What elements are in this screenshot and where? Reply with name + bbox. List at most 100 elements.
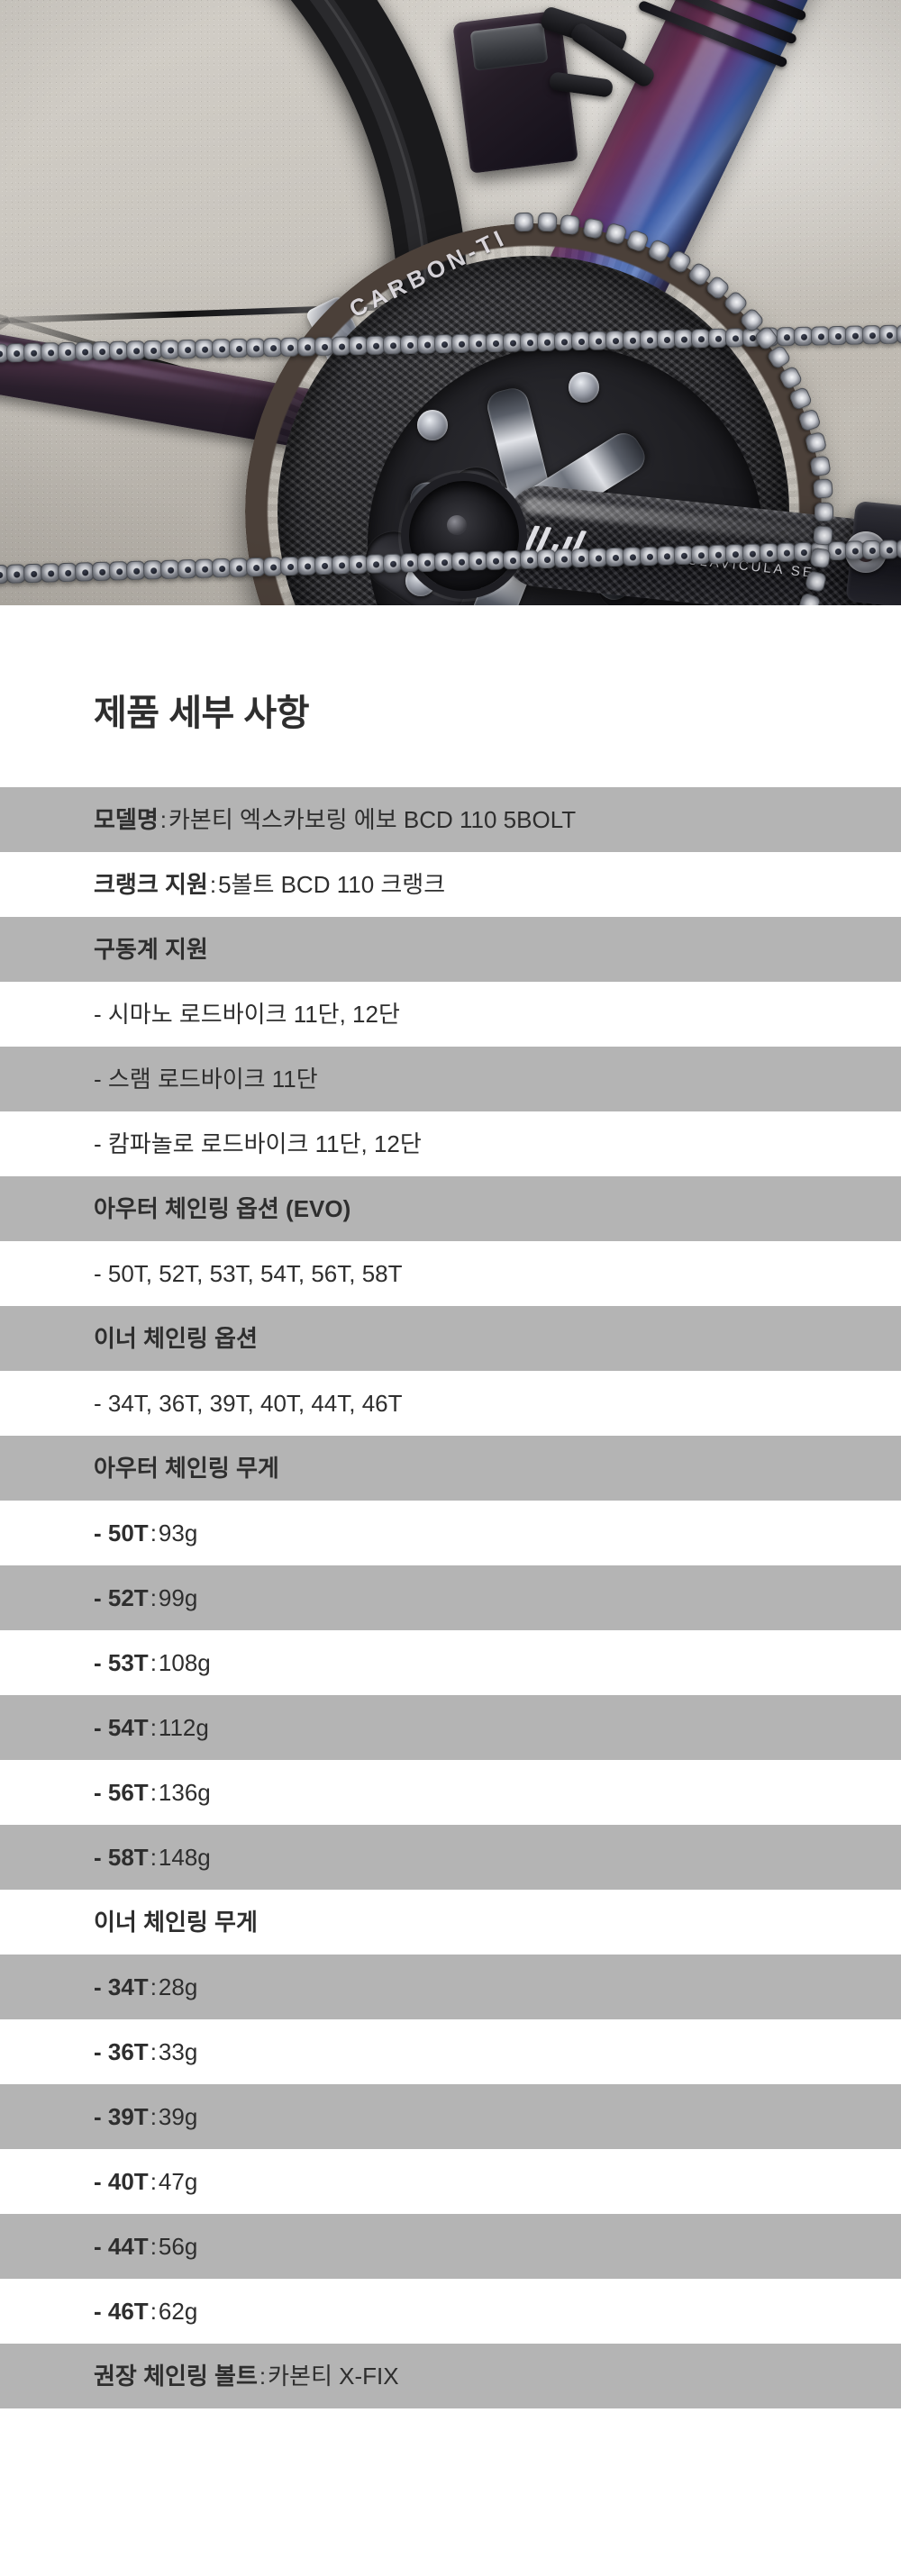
chain-link <box>673 328 694 349</box>
chain-link <box>605 330 625 349</box>
chain-link <box>514 212 534 232</box>
spec-row: - 스램 로드바이크 11단 <box>0 1047 901 1111</box>
spec-row-separator: : <box>150 1714 157 1741</box>
spec-group-heading: 이너 체인링 무게 <box>94 1909 258 1936</box>
chain-link <box>485 332 505 352</box>
spec-row-value: 148g <box>158 1844 211 1871</box>
spec-row: - 44T : 56g <box>0 2214 901 2279</box>
chain-link <box>813 525 833 546</box>
chain-link <box>228 338 249 358</box>
spec-row: 아우터 체인링 무게 <box>0 1436 901 1501</box>
spec-row: 모델명 : 카본티 엑스카보링 에보 BCD 110 5BOLT <box>0 787 901 852</box>
chain-link <box>331 335 351 356</box>
spec-group-heading: 아우터 체인링 옵션 (EVO) <box>94 1195 351 1222</box>
chain-link <box>40 341 60 362</box>
chain-link <box>5 342 26 362</box>
spec-row-separator: : <box>150 2233 157 2260</box>
spec-row-separator: : <box>150 1844 157 1871</box>
chain-link <box>815 503 833 522</box>
chain-link <box>553 331 574 351</box>
chain-link <box>793 326 814 346</box>
spec-row: - 34T, 36T, 39T, 40T, 44T, 46T <box>0 1371 901 1436</box>
chain-link <box>348 335 369 355</box>
chain-link <box>365 335 386 355</box>
spec-list-item: - 캄파놀로 로드바이크 11단, 12단 <box>94 1130 422 1157</box>
spec-row: - 36T : 33g <box>0 2019 901 2084</box>
spec-row-separator: : <box>150 2038 157 2065</box>
spec-row-value: 33g <box>158 2038 198 2065</box>
spec-group-heading: 이너 체인링 옵션 <box>94 1325 258 1352</box>
spec-row: 구동계 지원 <box>0 917 901 982</box>
spec-row: - 56T : 136g <box>0 1760 901 1825</box>
spec-row-value: 56g <box>158 2233 198 2260</box>
chain-link <box>896 323 901 344</box>
chain-link <box>896 539 901 558</box>
chain-link <box>878 324 899 344</box>
chain-link <box>810 325 831 346</box>
chainring-bolt-icon <box>569 371 600 403</box>
spec-row-key: - 34T <box>94 1973 149 2000</box>
chain-link <box>211 338 232 358</box>
spec-row-value: 5볼트 BCD 110 크랭크 <box>218 871 446 898</box>
spec-row: 아우터 체인링 옵션 (EVO) <box>0 1176 901 1241</box>
spec-row-key: 크랭크 지원 <box>94 871 208 898</box>
spec-row-separator: : <box>150 1649 157 1676</box>
chain-link <box>57 341 77 361</box>
spec-row-separator: : <box>150 1779 157 1806</box>
chain-link <box>724 327 745 348</box>
spec-row-separator: : <box>150 2298 157 2325</box>
spec-group-heading: 구동계 지원 <box>94 936 208 963</box>
chain-link <box>813 478 833 499</box>
chain-link <box>382 334 403 355</box>
spec-group-heading: 아우터 체인링 무게 <box>94 1455 279 1482</box>
chain-link <box>125 340 146 360</box>
spec-row: - 58T : 148g <box>0 1825 901 1890</box>
spec-row-key: - 58T <box>94 1844 149 1871</box>
spec-row: 이너 체인링 옵션 <box>0 1306 901 1371</box>
bottom-bracket-spindle <box>409 481 519 591</box>
spec-row-separator: : <box>159 806 167 833</box>
spec-row-value: 112g <box>158 1714 209 1741</box>
spec-row-value: 108g <box>158 1649 211 1676</box>
chain-link <box>416 333 437 354</box>
chain-link <box>296 336 317 357</box>
chain-link <box>159 339 180 359</box>
spec-row-key: - 40T <box>94 2168 149 2195</box>
chain-link <box>861 324 882 344</box>
spec-row: - 46T : 62g <box>0 2279 901 2344</box>
chain-link <box>690 328 711 348</box>
chain-link <box>519 331 540 351</box>
chain-link <box>656 329 677 349</box>
chain-link <box>560 213 581 235</box>
spec-row-value: 99g <box>158 1584 198 1611</box>
spec-row-value: 카본티 X-FIX <box>268 2363 399 2390</box>
spec-row-key: - 53T <box>94 1649 149 1676</box>
chain-link <box>537 212 558 232</box>
spindle-center-dot <box>447 515 467 535</box>
spec-row: 이너 체인링 무게 <box>0 1890 901 1955</box>
chain-link <box>844 324 865 345</box>
spec-list-item: - 스램 로드바이크 11단 <box>94 1066 318 1093</box>
product-spec-section: 제품 세부 사항 모델명 : 카본티 엑스카보링 에보 BCD 110 5BOL… <box>0 605 901 2408</box>
spec-row-value: 47g <box>158 2168 198 2195</box>
spec-list-item: - 34T, 36T, 39T, 40T, 44T, 46T <box>94 1390 403 1417</box>
chain-link <box>91 340 112 360</box>
spec-row-separator: : <box>209 871 217 898</box>
chain-link <box>827 325 848 345</box>
spec-row: - 52T : 99g <box>0 1565 901 1630</box>
spec-row-value: 39g <box>158 2103 198 2130</box>
spec-row: - 39T : 39g <box>0 2084 901 2149</box>
derailleur-lever <box>539 5 676 126</box>
chain-link <box>142 340 163 359</box>
chain-link <box>74 340 95 361</box>
spec-list-item: - 시마노 로드바이크 11단, 12단 <box>94 1001 400 1028</box>
chain-link <box>108 340 129 360</box>
product-photo: DURA-ACE CARBON-TI CARBON-TI THM CLAVICU… <box>0 0 901 605</box>
spec-row-value: 28g <box>158 1973 198 2000</box>
spec-row-separator: : <box>150 1584 157 1611</box>
spec-row: 크랭크 지원 : 5볼트 BCD 110 크랭크 <box>0 852 901 917</box>
spec-row-value: 62g <box>158 2298 198 2325</box>
chain-link <box>776 326 796 346</box>
spec-row-key: 모델명 <box>94 806 159 833</box>
spec-row-key: - 50T <box>94 1519 149 1547</box>
